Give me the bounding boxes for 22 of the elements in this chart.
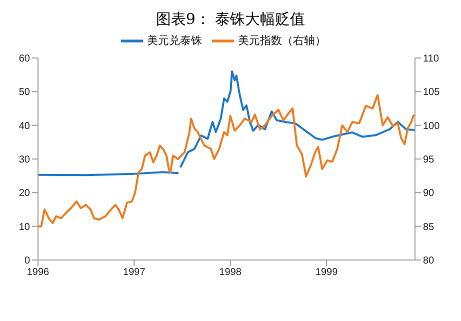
x-tick-label: 1999 [315,267,338,278]
y-tick-label: 30 [18,154,30,166]
legend-label: 美元兑泰铢 [147,34,202,47]
y-tick-label: 10 [18,222,30,233]
y-tick-label: 60 [18,54,30,65]
y2-tick-label: 85 [423,222,435,233]
y-tick-label: 40 [18,120,30,132]
line-series [38,94,415,228]
legend-label: 美元指数（右轴） [238,34,326,47]
x-tick-label: 1996 [26,267,50,278]
y2-tick-label: 105 [423,87,440,98]
y2-tick-label: 80 [423,256,435,267]
x-tick-label: 1997 [123,267,146,278]
chart-title: 图表9： 泰铢大幅贬值 [154,9,306,30]
y-tick-label: 0 [24,256,30,267]
y2-tick-label: 90 [423,188,435,200]
x-tick-label: 1998 [219,267,242,278]
y2-tick-label: 110 [423,54,440,65]
y-tick-label: 20 [18,188,30,200]
y-tick-label: 50 [18,87,30,98]
y2-tick-label: 100 [423,120,440,132]
y2-tick-label: 95 [423,154,435,166]
